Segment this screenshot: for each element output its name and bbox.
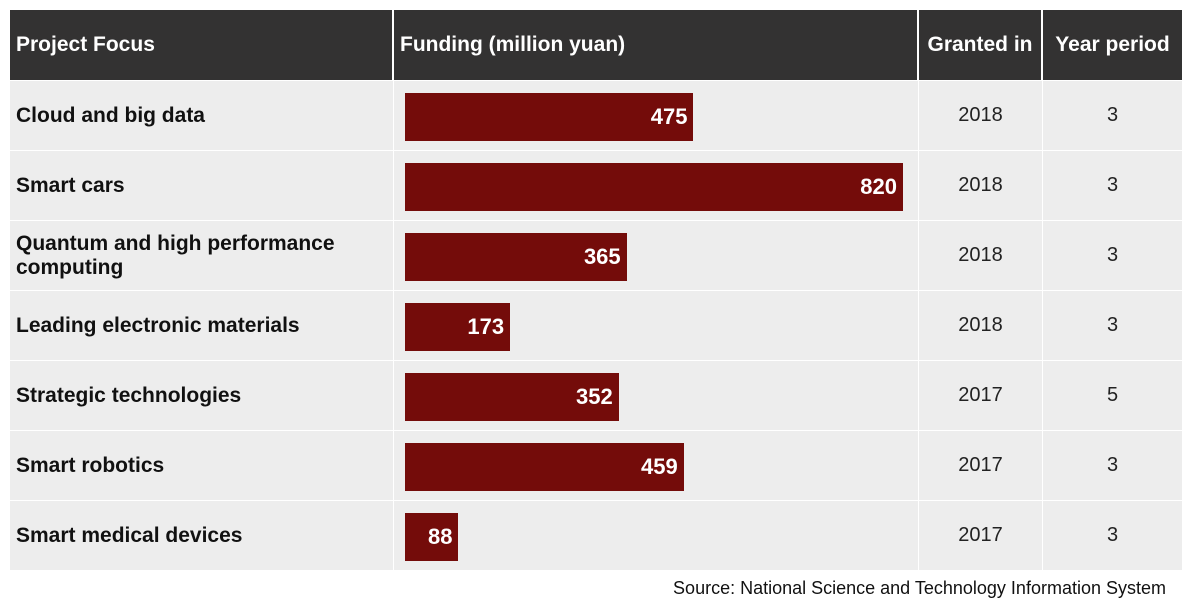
granted-in-cell: 2018 (919, 221, 1043, 290)
project-focus-cell: Smart medical devices (10, 501, 394, 570)
funding-value-label: 365 (583, 244, 621, 269)
granted-in-cell: 2017 (919, 501, 1043, 570)
project-focus-cell: Cloud and big data (10, 81, 394, 150)
granted-year: 2017 (958, 454, 1003, 476)
year-period-value: 5 (1106, 384, 1119, 406)
table-row: Smart robotics 459 2017 3 (10, 430, 1182, 500)
project-focus-label: Strategic technologies (16, 383, 242, 407)
granted-year: 2018 (958, 244, 1003, 266)
table-row: Smart medical devices 88 2017 3 (10, 500, 1182, 570)
year-period-cell: 3 (1043, 431, 1182, 500)
funding-table: Project Focus Funding (million yuan) Gra… (10, 10, 1182, 570)
granted-in-cell: 2018 (919, 151, 1043, 220)
granted-year: 2018 (958, 314, 1003, 336)
table-row: Strategic technologies 352 2017 5 (10, 360, 1182, 430)
granted-year: 2017 (958, 384, 1003, 406)
project-focus-cell: Smart robotics (10, 431, 394, 500)
granted-in-cell: 2018 (919, 291, 1043, 360)
header-funding: Funding (million yuan) (394, 10, 919, 80)
header-year-period: Year period (1055, 33, 1170, 56)
header-project-focus: Project Focus (10, 10, 394, 80)
funding-value-label: 88 (427, 524, 453, 549)
project-focus-label: Smart medical devices (16, 523, 243, 547)
funding-cell: 820 (394, 151, 919, 220)
funding-value-label: 173 (467, 314, 505, 339)
funding-bar: 475 (405, 93, 694, 141)
year-period-cell: 3 (1043, 501, 1182, 570)
funding-cell: 365 (394, 221, 919, 290)
year-period-value: 3 (1106, 454, 1119, 476)
project-focus-label: Leading electronic materials (16, 313, 300, 337)
year-period-value: 3 (1106, 174, 1119, 196)
table-row: Quantum and high performance computing 36… (10, 220, 1182, 290)
funding-cell: 352 (394, 361, 919, 430)
year-period-value: 3 (1106, 244, 1119, 266)
funding-value-label: 459 (641, 454, 678, 479)
year-period-cell: 3 (1043, 291, 1182, 360)
year-period-cell: 3 (1043, 151, 1182, 220)
funding-cell: 173 (394, 291, 919, 360)
year-period-cell: 5 (1043, 361, 1182, 430)
granted-year: 2018 (958, 174, 1003, 196)
granted-year: 2017 (958, 524, 1003, 546)
granted-in-cell: 2017 (919, 431, 1043, 500)
granted-in-cell: 2017 (919, 361, 1043, 430)
table-body: Cloud and big data 475 2018 3 Smart cars 820 2… (10, 80, 1182, 570)
project-focus-label: Cloud and big data (16, 103, 205, 127)
funding-bar: 173 (405, 303, 511, 351)
funding-cell: 459 (394, 431, 919, 500)
year-period-value: 3 (1106, 104, 1119, 126)
funding-value-label: 475 (650, 104, 688, 129)
funding-cell: 88 (394, 501, 919, 570)
project-focus-label: Quantum and high performance computing (16, 231, 335, 279)
project-focus-cell: Smart cars (10, 151, 394, 220)
funding-bar: 88 (405, 513, 459, 561)
funding-value-label: 352 (576, 384, 613, 409)
funding-value-label: 820 (860, 174, 897, 199)
funding-bar: 820 (405, 163, 903, 211)
granted-year: 2018 (958, 104, 1003, 126)
project-focus-label: Smart cars (16, 173, 125, 197)
header-granted-in: Granted in (919, 10, 1043, 80)
project-focus-label: Smart robotics (16, 453, 165, 477)
source-note: Source: National Science and Technology … (673, 578, 1166, 598)
year-period-value: 3 (1106, 314, 1119, 336)
table-row: Smart cars 820 2018 3 (10, 150, 1182, 220)
table-row: Cloud and big data 475 2018 3 (10, 80, 1182, 150)
year-period-cell: 3 (1043, 81, 1182, 150)
year-period-cell: 3 (1043, 221, 1182, 290)
funding-bar: 459 (405, 443, 684, 491)
granted-in-cell: 2018 (919, 81, 1043, 150)
table-header: Project Focus Funding (million yuan) Gra… (10, 10, 1182, 80)
project-focus-cell: Strategic technologies (10, 361, 394, 430)
project-focus-cell: Quantum and high performance computing (10, 221, 394, 290)
funding-cell: 475 (394, 81, 919, 150)
year-period-value: 3 (1106, 524, 1119, 546)
funding-bar: 365 (405, 233, 627, 281)
table-row: Leading electronic materials 173 2018 3 (10, 290, 1182, 360)
funding-bar: 352 (405, 373, 619, 421)
project-focus-cell: Leading electronic materials (10, 291, 394, 360)
